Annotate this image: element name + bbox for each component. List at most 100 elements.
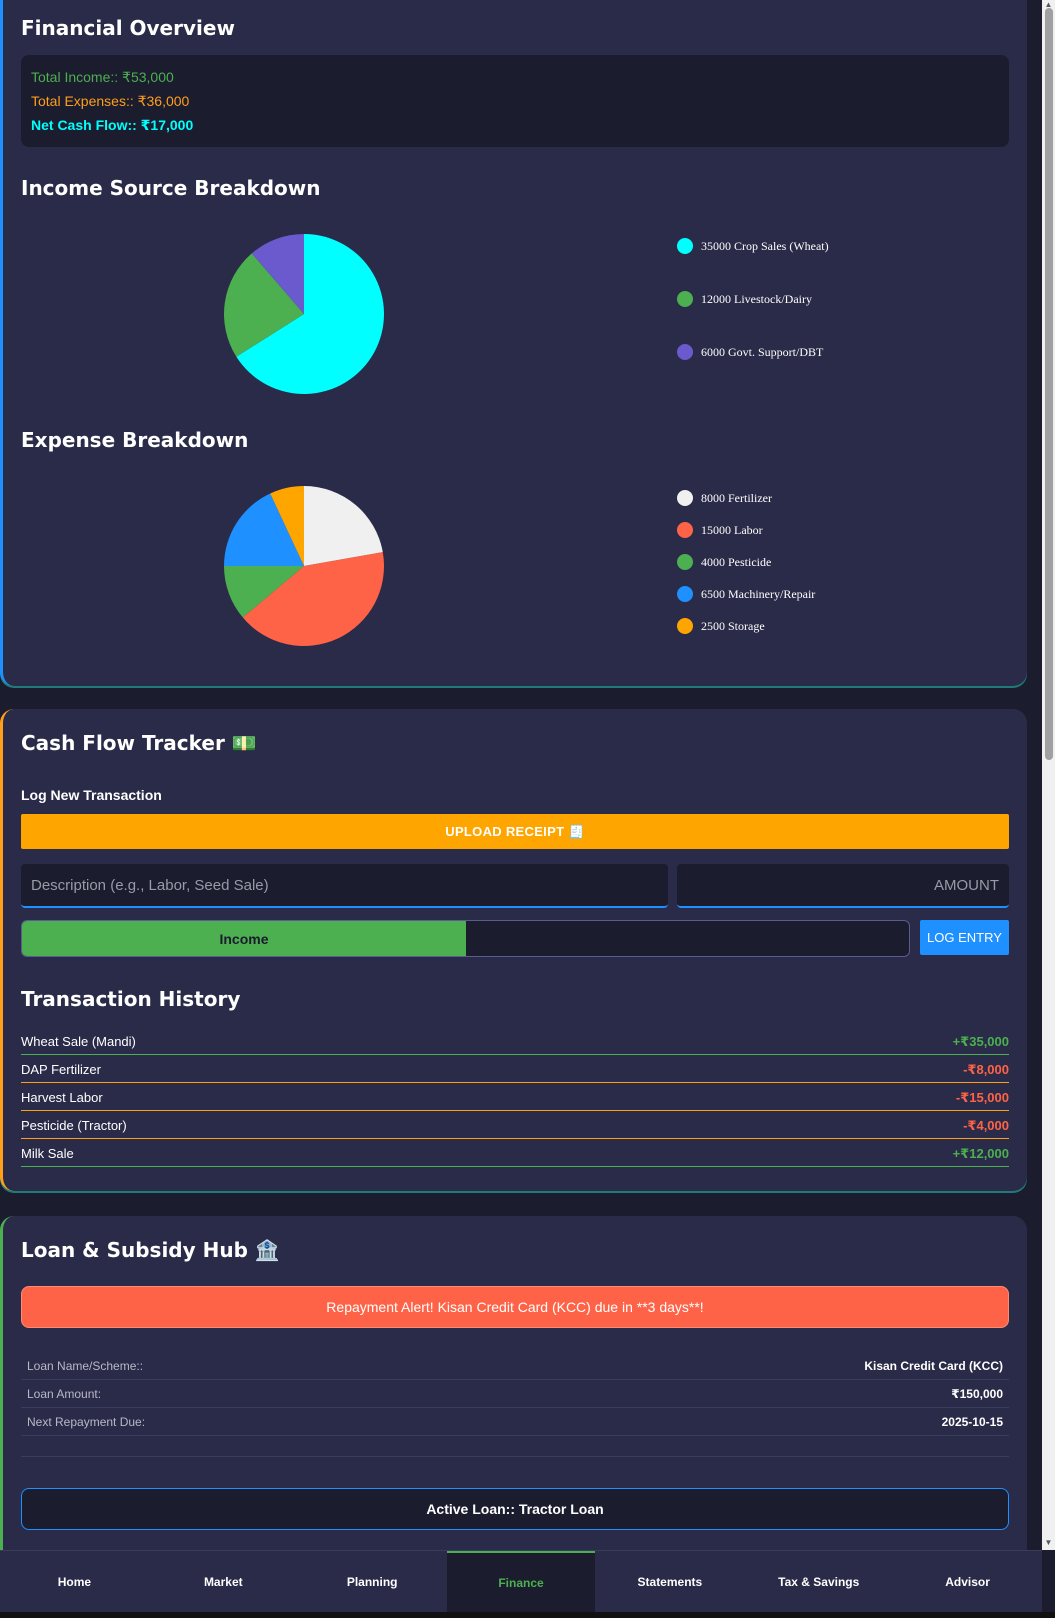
income-slice-crop-sales-wheat-	[236, 234, 384, 394]
income-pie-chart	[224, 234, 384, 394]
overview-title: Financial Overview	[21, 16, 235, 40]
loan-detail-label: Loan Name/Scheme::	[27, 1358, 144, 1373]
loan-divider	[21, 1456, 1009, 1457]
scroll-thumb[interactable]	[1045, 8, 1053, 760]
transaction-description: Wheat Sale (Mandi)	[21, 1034, 136, 1049]
income-legend-item: 6000 Govt. Support/DBT	[677, 344, 823, 360]
expense-slice-storage	[270, 486, 304, 566]
transaction-amount: -₹15,000	[955, 1089, 1009, 1105]
total-expenses: Total Expenses:: ₹36,000	[31, 93, 190, 109]
transaction-amount: +₹35,000	[952, 1033, 1009, 1049]
loan-detail-row: Loan Amount: ₹150,000	[21, 1380, 1009, 1408]
log-transaction-title: Log New Transaction	[21, 787, 162, 803]
amount-input[interactable]	[677, 864, 1009, 908]
total-income: Total Income:: ₹53,000	[31, 69, 174, 85]
loan-details-table: Loan Name/Scheme:: Kisan Credit Card (KCC…	[21, 1352, 1009, 1436]
expense-legend-item: 2500 Storage	[677, 618, 765, 634]
legend-label: 6500 Machinery/Repair	[701, 586, 816, 601]
nav-item-home[interactable]: Home	[57, 1574, 92, 1589]
nav-item-statements[interactable]: Statements	[637, 1574, 703, 1589]
page-scrollbar[interactable]: ▲ ▼	[1042, 0, 1055, 1550]
loan-detail-row: Next Repayment Due: 2025-10-15	[21, 1408, 1009, 1436]
nav-item-market[interactable]: Market	[203, 1574, 243, 1589]
income-slice-livestock-dairy	[224, 253, 304, 357]
loan-detail-row: Loan Name/Scheme:: Kisan Credit Card (KCC…	[21, 1352, 1009, 1380]
transaction-description: DAP Fertilizer	[21, 1062, 101, 1077]
transaction-type-toggle[interactable]: Income	[21, 920, 910, 957]
repayment-alert: Repayment Alert! Kisan Credit Card (KCC)…	[21, 1286, 1009, 1328]
transaction-row: Milk Sale +₹12,000	[21, 1139, 1009, 1167]
expense-breakdown-title: Expense Breakdown	[21, 428, 249, 452]
expense-legend-item: 15000 Labor	[677, 522, 763, 538]
legend-dot-icon	[677, 344, 693, 360]
money-icon: 💵	[231, 731, 257, 755]
transaction-description: Harvest Labor	[21, 1090, 103, 1105]
legend-dot-icon	[677, 490, 693, 506]
transaction-row: Pesticide (Tractor) -₹4,000	[21, 1111, 1009, 1139]
bottom-navigation: Home Market Planning Finance Statements Tax &…	[0, 1550, 1042, 1612]
net-cash-flow: Net Cash Flow:: ₹17,000	[31, 117, 194, 133]
expense-slice-pesticide	[224, 566, 304, 618]
active-loan-button[interactable]: Active Loan:: Tractor Loan	[21, 1488, 1009, 1530]
transaction-description: Milk Sale	[21, 1146, 74, 1161]
legend-dot-icon	[677, 291, 693, 307]
loan-detail-label: Loan Amount:	[27, 1386, 102, 1401]
nav-item-advisor[interactable]: Advisor	[945, 1574, 990, 1589]
loan-detail-value: Kisan Credit Card (KCC)	[864, 1358, 1003, 1373]
window-bottom-edge	[0, 1612, 1055, 1618]
expense-pie-chart	[224, 486, 384, 646]
legend-dot-icon	[677, 238, 693, 254]
income-legend-item: 35000 Crop Sales (Wheat)	[677, 238, 829, 254]
legend-label: 35000 Crop Sales (Wheat)	[701, 238, 829, 253]
loan-detail-label: Next Repayment Due:	[27, 1414, 146, 1429]
transaction-row: DAP Fertilizer -₹8,000	[21, 1055, 1009, 1083]
legend-label: 6000 Govt. Support/DBT	[701, 344, 824, 359]
transaction-row: Wheat Sale (Mandi) +₹35,000	[21, 1027, 1009, 1055]
scroll-up-icon[interactable]: ▲	[1044, 0, 1053, 9]
legend-label: 4000 Pesticide	[701, 554, 772, 569]
transaction-amount: +₹12,000	[952, 1145, 1009, 1161]
income-slice-govt-support-dbt	[251, 234, 304, 314]
legend-dot-icon	[677, 554, 693, 570]
cash-flow-title: Cash Flow Tracker 💵	[21, 731, 257, 755]
cash-flow-title-text: Cash Flow Tracker	[21, 731, 225, 755]
nav-item-finance[interactable]: Finance	[446, 1551, 596, 1612]
transaction-amount: -₹4,000	[963, 1117, 1009, 1133]
upload-receipt-button[interactable]: UPLOAD RECEIPT 🧾	[21, 814, 1009, 849]
transaction-list: Wheat Sale (Mandi) +₹35,000 DAP Fertilizer…	[21, 1027, 1009, 1167]
legend-label: 12000 Livestock/Dairy	[701, 291, 812, 306]
expense-legend-item: 6500 Machinery/Repair	[677, 586, 815, 602]
legend-label: 2500 Storage	[701, 618, 765, 633]
transaction-history-title: Transaction History	[21, 987, 241, 1011]
income-breakdown-title: Income Source Breakdown	[21, 176, 321, 200]
expense-slice-machinery-repair	[224, 493, 304, 566]
legend-label: 15000 Labor	[701, 522, 763, 537]
expense-slice-fertilizer	[304, 486, 383, 566]
legend-dot-icon	[677, 522, 693, 538]
description-input[interactable]	[21, 864, 668, 908]
expense-slice-labor	[242, 552, 384, 646]
income-option[interactable]: Income	[22, 921, 466, 956]
income-legend-item: 12000 Livestock/Dairy	[677, 291, 812, 307]
loan-detail-value: ₹150,000	[951, 1386, 1003, 1401]
log-entry-button[interactable]: LOG ENTRY	[920, 920, 1009, 955]
expense-legend-item: 8000 Fertilizer	[677, 490, 772, 506]
legend-label: 8000 Fertilizer	[701, 490, 772, 505]
legend-dot-icon	[677, 586, 693, 602]
cash-flow-card: Cash Flow Tracker 💵 Log New Transaction …	[0, 709, 1027, 1191]
loan-detail-value: 2025-10-15	[941, 1414, 1003, 1429]
legend-dot-icon	[677, 618, 693, 634]
financial-overview-card: Financial Overview Total Income:: ₹53,00…	[0, 0, 1027, 686]
nav-item-tax-savings[interactable]: Tax & Savings	[778, 1574, 860, 1589]
transaction-amount: -₹8,000	[963, 1061, 1009, 1077]
summary-box: Total Income:: ₹53,000 Total Expenses:: …	[21, 55, 1009, 147]
expense-legend-item: 4000 Pesticide	[677, 554, 771, 570]
scroll-down-icon[interactable]: ▼	[1044, 1538, 1053, 1547]
nav-item-planning[interactable]: Planning	[346, 1574, 398, 1589]
transaction-description: Pesticide (Tractor)	[21, 1118, 127, 1133]
loan-title: Loan & Subsidy Hub 🏦	[21, 1238, 280, 1262]
loan-title-text: Loan & Subsidy Hub	[21, 1238, 248, 1262]
transaction-row: Harvest Labor -₹15,000	[21, 1083, 1009, 1111]
bank-icon: 🏦	[254, 1238, 280, 1262]
